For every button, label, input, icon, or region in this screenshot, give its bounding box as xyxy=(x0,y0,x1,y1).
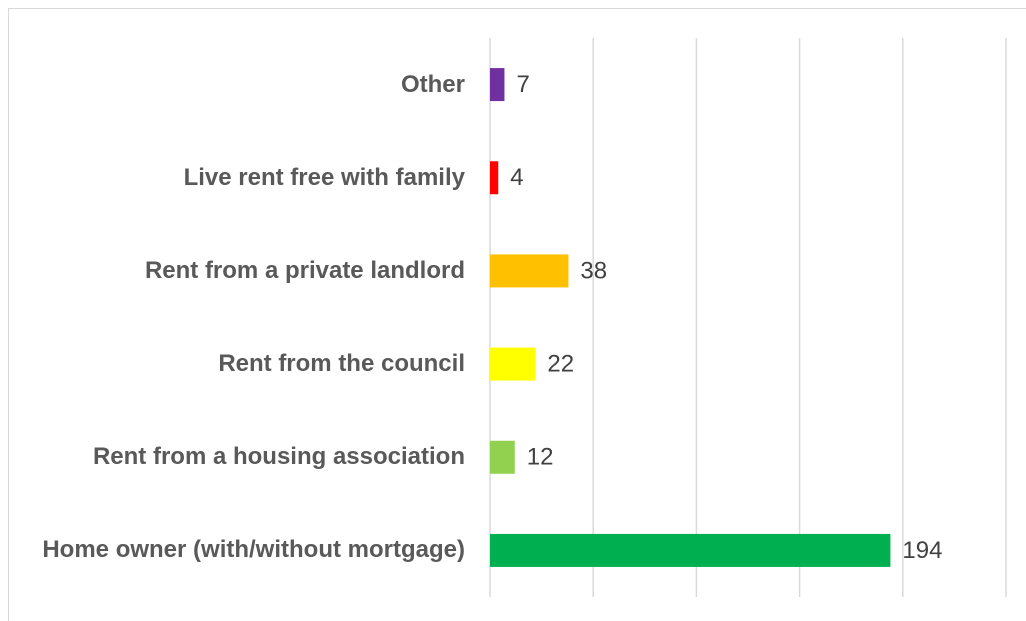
category-label: Live rent free with family xyxy=(183,163,465,191)
category-label: Other xyxy=(400,70,465,98)
value-label: 38 xyxy=(580,257,607,284)
bar xyxy=(490,440,515,474)
bar xyxy=(490,68,505,102)
chart-border xyxy=(8,8,1026,621)
bar xyxy=(490,161,499,195)
value-label: 194 xyxy=(902,537,942,564)
category-label: Rent from a housing association xyxy=(92,443,465,471)
category-label: Rent from the council xyxy=(218,350,465,378)
category-label: Home owner (with/without mortgage) xyxy=(42,536,465,564)
bar xyxy=(490,347,536,381)
value-label: 22 xyxy=(547,350,574,377)
value-label: 7 xyxy=(516,71,529,98)
value-label: 12 xyxy=(527,444,554,471)
bar xyxy=(490,533,891,567)
bar xyxy=(490,254,569,288)
category-label: Rent from a private landlord xyxy=(144,256,465,284)
value-label: 4 xyxy=(510,164,523,191)
